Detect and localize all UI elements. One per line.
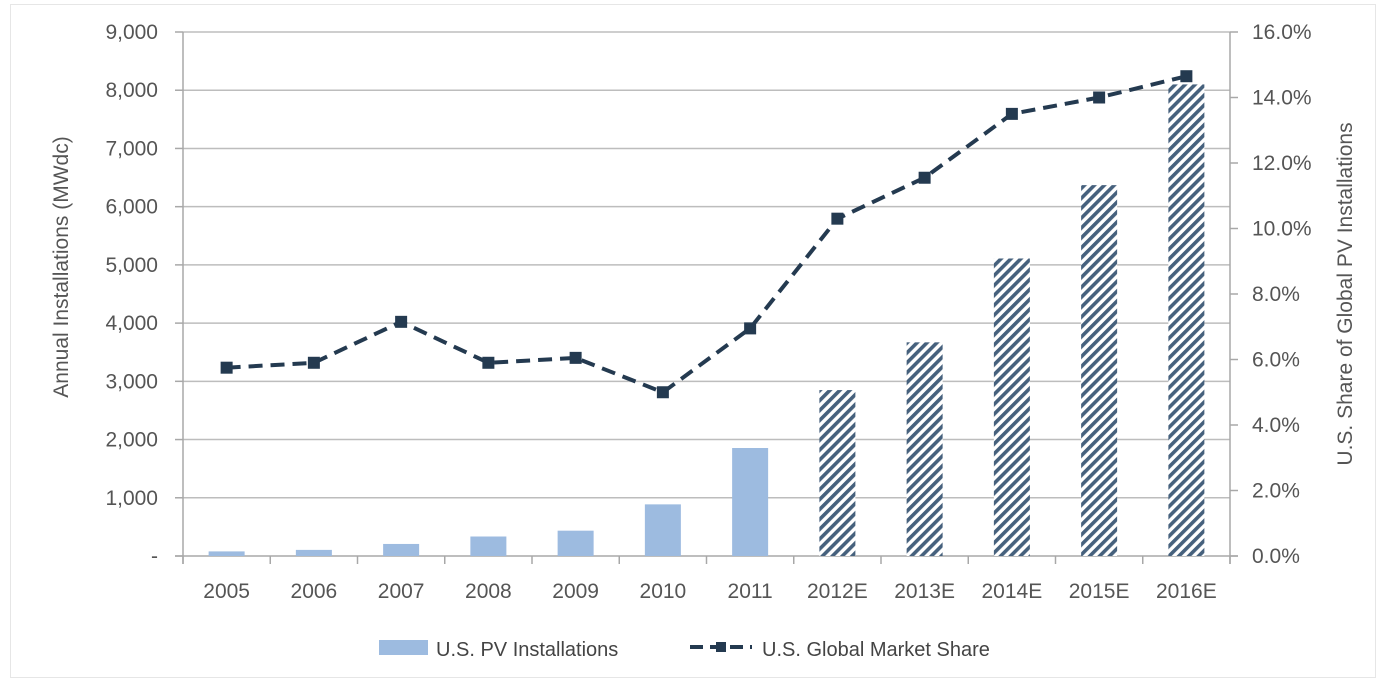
bar-2007: [383, 543, 420, 556]
x-tick-label: 2010: [640, 580, 687, 603]
market-share-point-2010: [656, 386, 669, 399]
legend: U.S. PV Installations U.S. Global Market…: [379, 639, 990, 661]
y2-tick-label: 4.0%: [1252, 414, 1300, 437]
y-tick-label: 6,000: [105, 196, 158, 219]
tick-labels: - 1,000 2,000 3,000 4,000 5,000 6,000 7,000 8,00…: [105, 21, 1311, 603]
bar-2009: [557, 530, 594, 556]
market-share-point-2014E: [1005, 107, 1018, 120]
market-share-point-2006: [307, 356, 320, 369]
market-share-point-2016E: [1180, 70, 1193, 83]
x-tick-label: 2006: [291, 580, 338, 603]
bar-2010: [644, 504, 681, 556]
market-share-point-2012E: [831, 212, 844, 225]
y-tick-label: 3,000: [105, 370, 158, 393]
bar-estimated-2016E: [1168, 84, 1205, 557]
x-tick-label: 2015E: [1069, 580, 1130, 603]
x-tick-label: 2012E: [807, 580, 868, 603]
legend-bar-swatch: [379, 640, 428, 655]
x-tick-label: 2007: [378, 580, 425, 603]
y-tick-label: 5,000: [105, 254, 158, 277]
y2-tick-label: 0.0%: [1252, 545, 1300, 568]
x-tick-label: 2013E: [894, 580, 955, 603]
y2-axis-title: U.S. Share of Global PV Installations: [1334, 122, 1357, 465]
legend-line-label: U.S. Global Market Share: [762, 639, 990, 661]
bar-estimated-2013E: [906, 342, 943, 556]
bar-2006: [295, 549, 332, 556]
y-tick-label: 1,000: [105, 487, 158, 510]
x-tick-label: 2008: [465, 580, 512, 603]
bar-estimated-2014E: [993, 258, 1030, 556]
market-share-point-2015E: [1093, 91, 1106, 104]
market-share-point-2013E: [918, 171, 931, 184]
bar-estimated-2012E: [819, 390, 856, 556]
y-tick-label: 9,000: [105, 21, 158, 44]
y2-tick-label: 6.0%: [1252, 349, 1300, 372]
bar-2008: [470, 536, 507, 556]
y2-tick-label: 2.0%: [1252, 480, 1300, 503]
market-share-line: [226, 74, 1187, 395]
axes: [175, 31, 1238, 564]
x-tick-label: 2014E: [982, 580, 1043, 603]
y2-tick-label: 14.0%: [1252, 87, 1312, 110]
market-share-point-2009: [569, 351, 582, 364]
y-axis-title: Annual Installations (MWdc): [50, 136, 73, 397]
y-tick-label: 4,000: [105, 312, 158, 335]
y2-tick-label: 10.0%: [1252, 218, 1312, 241]
market-share-point-2007: [395, 315, 408, 328]
x-tick-label: 2016E: [1156, 580, 1217, 603]
legend-bar-label: U.S. PV Installations: [436, 639, 618, 661]
x-tick-label: 2009: [552, 580, 599, 603]
y-tick-label: -: [151, 545, 158, 568]
y-tick-label: 8,000: [105, 79, 158, 102]
bar-series: [208, 84, 1205, 557]
bar-2005: [208, 551, 245, 556]
bar-2011: [732, 447, 769, 556]
chart-frame: [10, 4, 1376, 678]
y2-tick-label: 16.0%: [1252, 21, 1312, 44]
market-share-point-2011: [744, 322, 757, 335]
line-series: [220, 70, 1193, 399]
bar-estimated-2015E: [1081, 185, 1118, 556]
y2-tick-label: 8.0%: [1252, 283, 1300, 306]
legend-line-marker: [716, 642, 726, 652]
y2-tick-label: 12.0%: [1252, 152, 1312, 175]
x-tick-label: 2005: [203, 580, 250, 603]
market-share-point-2008: [482, 356, 495, 369]
y-tick-label: 7,000: [105, 137, 158, 160]
x-tick-label: 2011: [728, 580, 773, 603]
y-tick-label: 2,000: [105, 429, 158, 452]
market-share-point-2005: [220, 361, 233, 374]
gridlines: [183, 31, 1230, 499]
